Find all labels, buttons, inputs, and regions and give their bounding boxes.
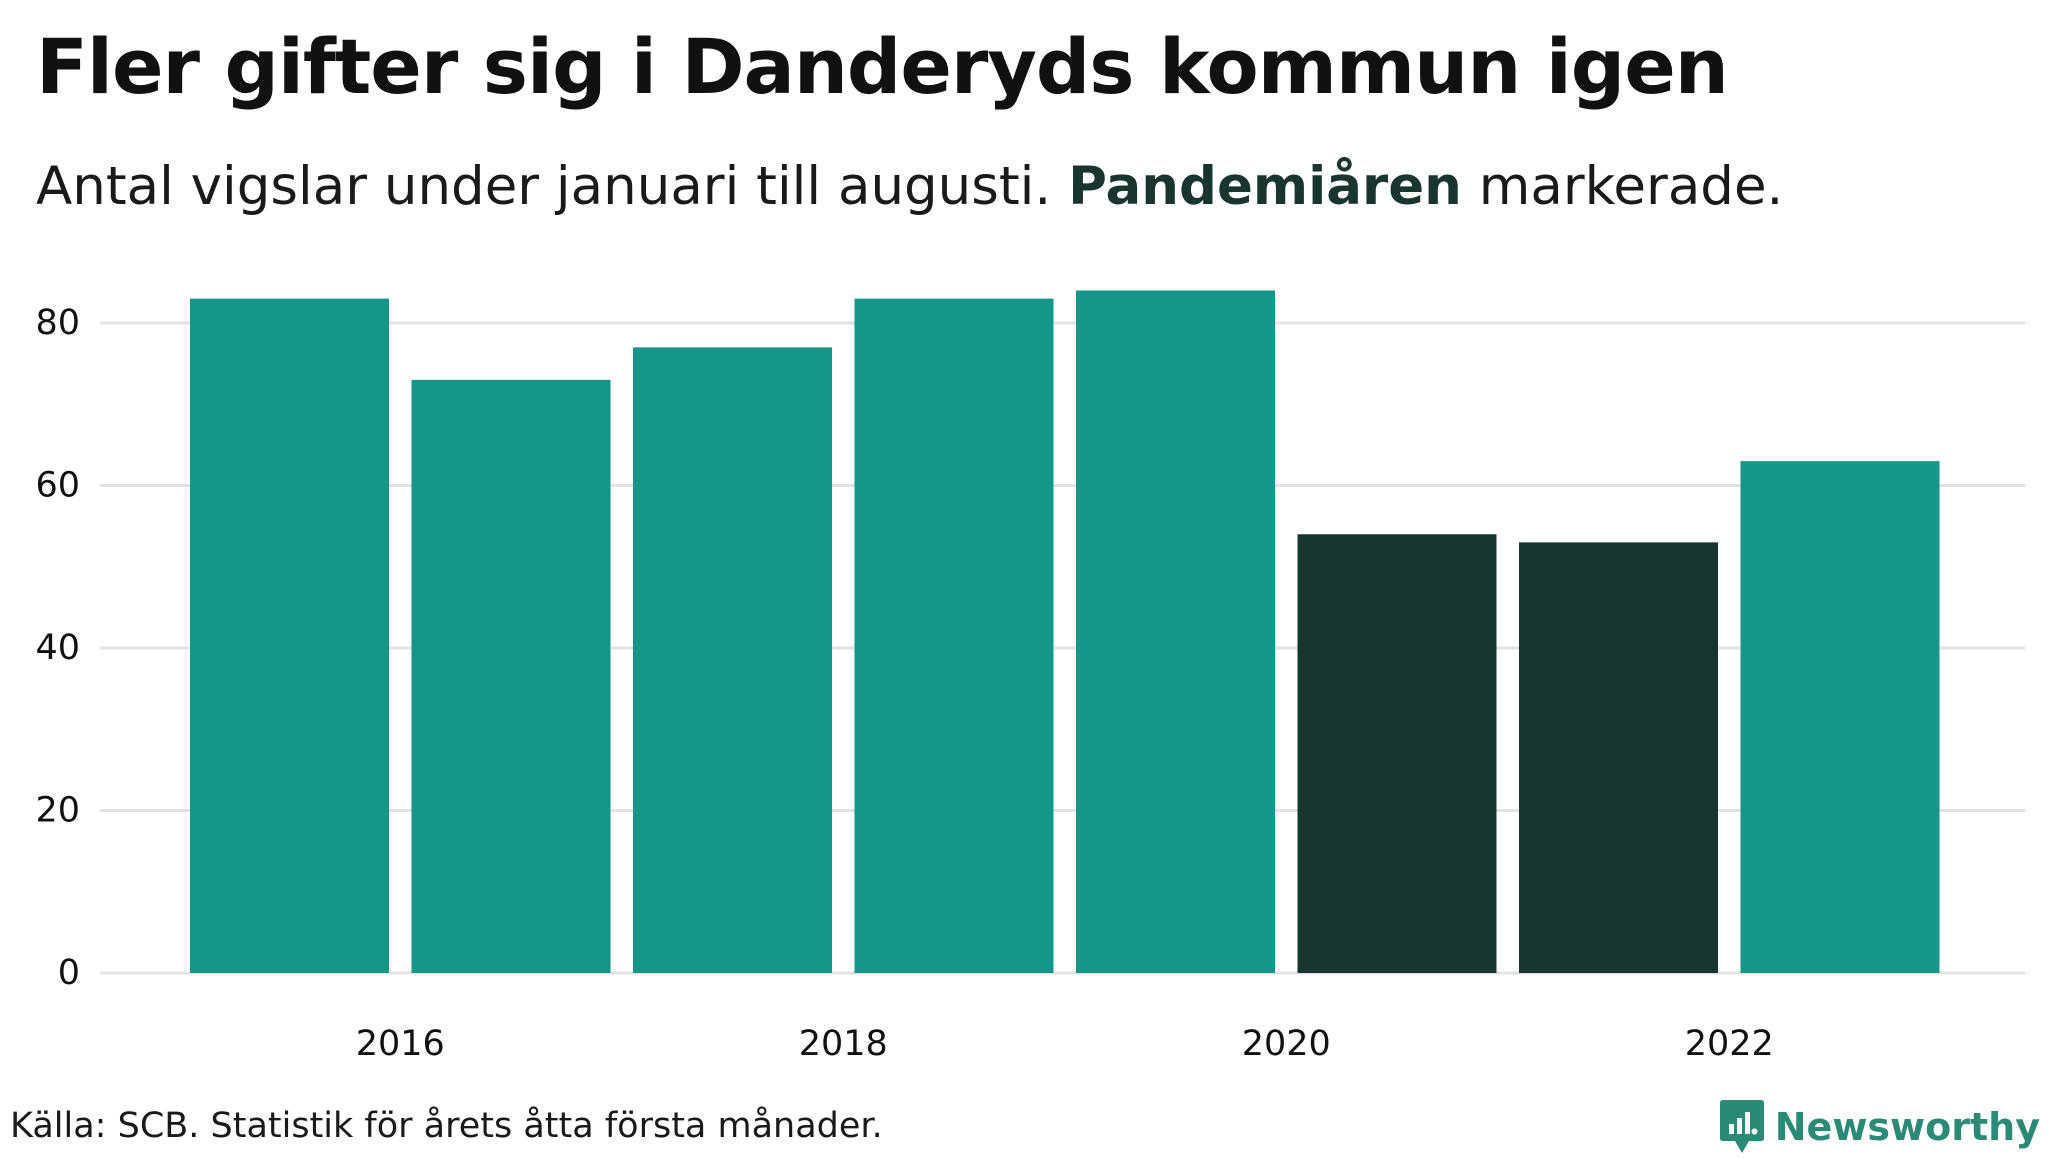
bar-chart: 0 20 40 60 80 2016 2018 2020 2022	[35, 290, 2025, 1064]
y-tick-label-0: 0	[58, 953, 80, 993]
x-axis: 2016 2018 2020 2022	[356, 1024, 1774, 1064]
bar-2019	[1076, 290, 1275, 973]
bar-2022	[1740, 461, 1940, 973]
subtitle-text: Antal vigslar under januari till augusti…	[36, 156, 1052, 217]
y-tick-label-40: 40	[35, 628, 80, 668]
newsworthy-logo-icon	[1719, 1100, 1764, 1153]
source-note: Källa: SCB. Statistik för årets åtta för…	[10, 1106, 883, 1146]
bar-2020	[1297, 534, 1497, 973]
subtitle-highlight: Pandemiåren	[1068, 156, 1462, 217]
chart-title: Fler gifter sig i Danderyds kommun igen	[36, 22, 1729, 111]
bars-layer	[190, 290, 1940, 973]
y-tick-label-60: 60	[35, 466, 80, 506]
x-tick-label-2018: 2018	[799, 1024, 888, 1064]
chart-subtitle: Antal vigslar under januari till augusti…	[36, 156, 1783, 217]
bar-2017	[633, 347, 832, 973]
bar-2016	[411, 379, 611, 973]
x-tick-label-2016: 2016	[356, 1024, 445, 1064]
bar-2021	[1519, 542, 1718, 973]
y-tick-label-20: 20	[35, 791, 80, 831]
bar-2018	[854, 298, 1054, 973]
x-tick-label-2020: 2020	[1242, 1024, 1331, 1064]
y-axis: 0 20 40 60 80	[35, 303, 80, 993]
bar-2015	[190, 298, 389, 973]
x-tick-label-2022: 2022	[1685, 1024, 1774, 1064]
y-tick-label-80: 80	[35, 303, 80, 343]
subtitle-suffix: markerade.	[1478, 156, 1784, 217]
brand-logo: Newsworthy	[1719, 1096, 2040, 1158]
brand-name: Newsworthy	[1774, 1105, 2040, 1149]
